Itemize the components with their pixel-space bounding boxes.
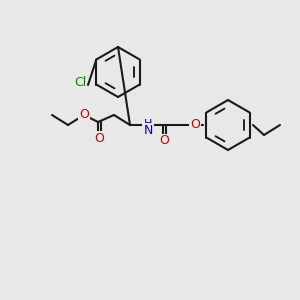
Text: O: O (190, 118, 200, 131)
Text: Cl: Cl (74, 76, 86, 88)
Text: H: H (144, 119, 152, 129)
Text: O: O (94, 131, 104, 145)
Text: N: N (143, 124, 153, 136)
Text: O: O (159, 134, 169, 148)
Text: O: O (79, 109, 89, 122)
